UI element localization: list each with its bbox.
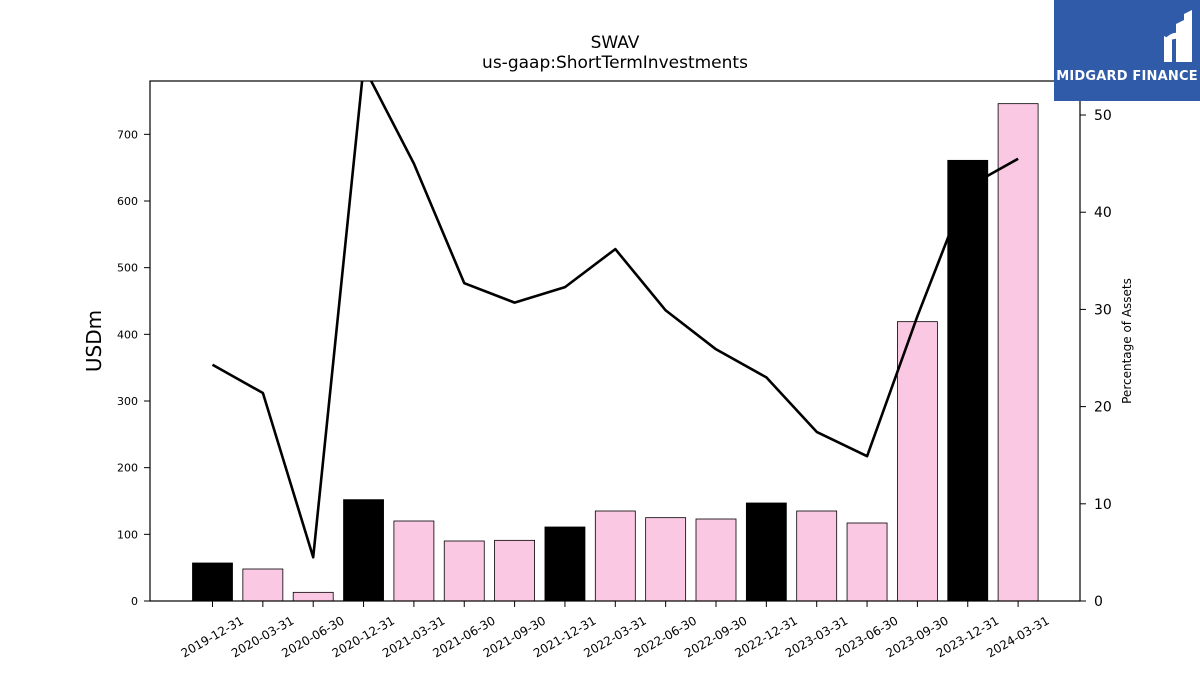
chart-subtitle: us-gaap:ShortTermInvestments [482, 53, 748, 73]
bar [343, 499, 384, 602]
bar [796, 510, 838, 602]
bar [393, 520, 435, 602]
plot-frame [149, 80, 1081, 602]
y-tick-label: 300 [117, 395, 138, 408]
bar [242, 568, 284, 602]
y2-axis-label: Percentage of Assets [1120, 278, 1134, 404]
brand-logo: MIDGARD FINANCE [1054, 0, 1200, 101]
y2-tick-label: 10 [1094, 497, 1112, 513]
bar [997, 103, 1039, 602]
bar [494, 539, 536, 602]
bar [192, 562, 233, 602]
series-line [211, 81, 1019, 559]
y-tick-label: 700 [117, 128, 138, 141]
bar [745, 502, 787, 602]
bar [695, 518, 737, 602]
y-tick-label: 200 [117, 462, 138, 475]
bar [947, 159, 989, 602]
bar [645, 517, 687, 602]
bar [846, 522, 888, 602]
bar [897, 321, 938, 602]
y2-tick-label: 0 [1094, 594, 1103, 610]
bar [443, 540, 485, 602]
y-tick-label: 500 [117, 262, 138, 275]
y-tick-label: 100 [117, 528, 138, 541]
y2-tick-label: 40 [1094, 205, 1112, 221]
bar [544, 526, 586, 602]
y2-tick-label: 50 [1094, 108, 1112, 124]
y2-tick-label: 30 [1094, 302, 1112, 318]
midgard-logo-icon [1164, 10, 1192, 62]
y-tick-label: 600 [117, 195, 138, 208]
y-tick-label: 400 [117, 328, 138, 341]
logo-text: MIDGARD FINANCE [1056, 69, 1198, 84]
y-axis-label: USDm [82, 310, 106, 372]
y2-tick-label: 20 [1094, 400, 1112, 416]
bar [292, 591, 334, 602]
y-tick-label: 0 [131, 595, 138, 608]
chart-title: SWAV [591, 33, 640, 53]
bar [594, 510, 636, 602]
